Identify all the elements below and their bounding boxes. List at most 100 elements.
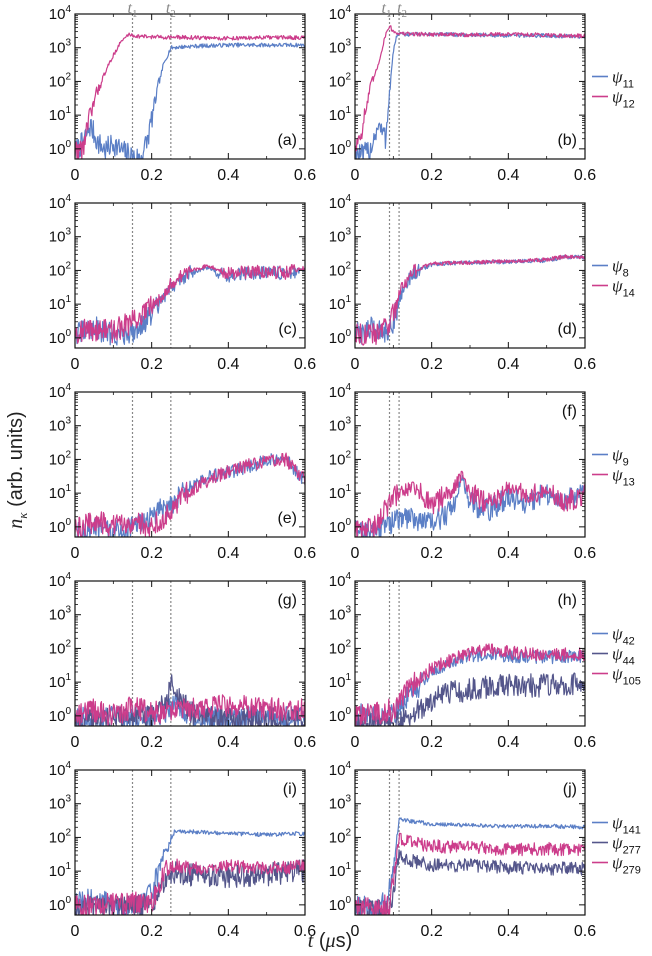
y-tick-label: 101 bbox=[49, 861, 72, 880]
y-tick-label: 100 bbox=[49, 139, 72, 158]
legend-label: ψ42 bbox=[612, 625, 635, 648]
series-group bbox=[75, 264, 305, 346]
x-tick-label: 0.4 bbox=[217, 356, 239, 373]
x-tick-label: 0.4 bbox=[497, 545, 519, 562]
y-tick-label: 104 bbox=[49, 571, 72, 590]
x-tick-label: 0.6 bbox=[294, 545, 316, 562]
x-tick-label: 0.2 bbox=[421, 167, 443, 184]
y-tick-label: 102 bbox=[49, 638, 72, 657]
y-tick-label: 103 bbox=[49, 605, 72, 624]
series-line-ψ105 bbox=[75, 694, 305, 726]
y-tick-label: 101 bbox=[329, 861, 352, 880]
x-tick-label: 0.6 bbox=[294, 356, 316, 373]
series-line-ψ14 bbox=[75, 264, 305, 344]
y-tick-label: 100 bbox=[49, 895, 72, 914]
y-tick-label: 103 bbox=[49, 227, 72, 246]
x-tick-label: 0.6 bbox=[294, 167, 316, 184]
series-line-ψ13 bbox=[355, 470, 585, 537]
y-tick-label: 101 bbox=[329, 105, 352, 124]
marker-label-t1: t1 bbox=[382, 0, 392, 20]
legend-label: ψ44 bbox=[612, 645, 635, 668]
panel-label: (b) bbox=[557, 132, 577, 149]
marker-label-t2: t2 bbox=[166, 0, 176, 20]
panel-f: 100 101 102 103 104 0 0.2 0.4 0.6 (f) bbox=[329, 382, 596, 562]
y-tick-label: 101 bbox=[49, 105, 72, 124]
x-tick-label: 0.4 bbox=[497, 734, 519, 751]
y-tick-label: 101 bbox=[329, 294, 352, 313]
series-line-ψ141 bbox=[355, 817, 585, 915]
series-group bbox=[75, 32, 305, 159]
x-tick-label: 0.2 bbox=[141, 923, 163, 940]
y-tick-label: 101 bbox=[49, 672, 72, 691]
y-tick-label: 104 bbox=[49, 760, 72, 779]
legend-label: ψ141 bbox=[612, 814, 641, 837]
y-tick-label: 100 bbox=[329, 328, 352, 347]
panel-d: 100 101 102 103 104 0 0.2 0.4 0.6 (d) bbox=[329, 193, 596, 373]
x-tick-label: 0.6 bbox=[574, 356, 596, 373]
y-tick-label: 100 bbox=[329, 895, 352, 914]
x-axis-open: ( bbox=[313, 930, 326, 952]
panel-h: 100 101 102 103 104 0 0.2 0.4 0.6 (h) bbox=[329, 571, 596, 751]
y-tick-label: 101 bbox=[329, 672, 352, 691]
plot-frame bbox=[74, 769, 306, 916]
y-tick-label: 103 bbox=[329, 416, 352, 435]
y-tick-label: 104 bbox=[329, 193, 352, 212]
x-tick-label: 0 bbox=[351, 167, 360, 184]
y-tick-label: 104 bbox=[329, 760, 352, 779]
series-line-ψ279 bbox=[355, 832, 585, 915]
x-tick-label: 0 bbox=[351, 923, 360, 940]
x-tick-label: 0.4 bbox=[497, 167, 519, 184]
y-tick-label: 102 bbox=[49, 260, 72, 279]
series-line-ψ105 bbox=[355, 643, 585, 726]
panel-a: 100 101 102 103 104 0 0.2 0.4 0.6 (a) t1 t2 bbox=[49, 0, 316, 184]
y-tick-label: 103 bbox=[329, 38, 352, 57]
panel-label: (d) bbox=[557, 321, 577, 338]
legend-label: ψ105 bbox=[612, 665, 641, 688]
x-tick-label: 0.2 bbox=[421, 545, 443, 562]
panel-g: 100 101 102 103 104 0 0.2 0.4 0.6 (g) bbox=[49, 571, 316, 751]
x-tick-label: 0.4 bbox=[497, 923, 519, 940]
y-tick-label: 102 bbox=[49, 71, 72, 90]
panel-label: (c) bbox=[278, 321, 297, 338]
x-tick-label: 0.4 bbox=[217, 923, 239, 940]
panel-b: 100 101 102 103 104 0 0.2 0.4 0.6 (b) t1 t2 bbox=[329, 0, 596, 184]
x-axis-close: s) bbox=[336, 930, 353, 952]
series-group bbox=[75, 452, 305, 537]
x-tick-label: 0.6 bbox=[294, 734, 316, 751]
panel-label: (a) bbox=[277, 132, 297, 149]
x-tick-label: 0.6 bbox=[574, 545, 596, 562]
y-tick-label: 102 bbox=[329, 449, 352, 468]
y-tick-label: 101 bbox=[49, 294, 72, 313]
y-tick-label: 103 bbox=[49, 794, 72, 813]
y-tick-label: 103 bbox=[49, 416, 72, 435]
y-tick-label: 100 bbox=[329, 139, 352, 158]
series-group bbox=[355, 25, 585, 159]
legend-label: ψ12 bbox=[612, 88, 635, 111]
series-group bbox=[75, 674, 305, 726]
series-group bbox=[355, 470, 585, 537]
x-tick-label: 0.4 bbox=[497, 356, 519, 373]
y-tick-label: 102 bbox=[49, 449, 72, 468]
legend-label: ψ14 bbox=[612, 277, 635, 300]
panel-j: 100 101 102 103 104 0 0.2 0.4 0.6 (j) bbox=[329, 760, 596, 940]
y-axis-sub: κ bbox=[15, 512, 30, 519]
series-line-ψ279 bbox=[75, 858, 305, 915]
x-tick-label: 0.4 bbox=[217, 545, 239, 562]
series-group bbox=[75, 829, 305, 915]
x-tick-label: 0.6 bbox=[574, 167, 596, 184]
series-line-ψ11 bbox=[355, 31, 585, 159]
y-tick-label: 102 bbox=[329, 638, 352, 657]
legend-label: ψ277 bbox=[612, 834, 641, 857]
x-tick-label: 0.2 bbox=[421, 356, 443, 373]
x-tick-label: 0 bbox=[71, 923, 80, 940]
marker-label-t2: t2 bbox=[397, 0, 407, 20]
y-axis-unit: (arb. units) bbox=[5, 411, 27, 512]
y-tick-label: 102 bbox=[329, 827, 352, 846]
